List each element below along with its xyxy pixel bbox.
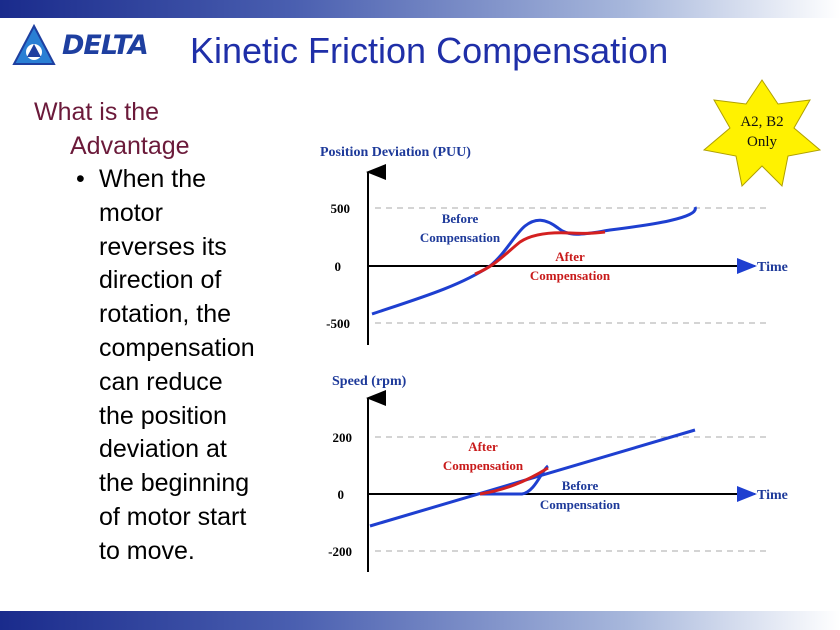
badge-line2: Only — [747, 134, 777, 150]
bullet-dot-icon: • — [76, 165, 85, 193]
chart1-title: Position Deviation (PUU) — [320, 145, 471, 160]
bullet-line: can reduce — [99, 367, 223, 396]
position-deviation-chart: Position Deviation (PUU) 500 0 -500 Time… — [320, 145, 788, 345]
chart1-before-label-line2: Compensation — [420, 230, 501, 245]
chart1-tick-label: 500 — [331, 201, 351, 216]
chart2-x-label: Time — [757, 488, 788, 503]
friction-compensation-charts: Position Deviation (PUU) 500 0 -500 Time… — [320, 145, 788, 572]
chart2-after-curve — [479, 466, 549, 496]
bullet-line: When the — [99, 165, 207, 193]
delta-triangle-icon — [12, 24, 56, 65]
bullet-line: motor — [99, 198, 163, 227]
a2-b2-only-badge: A2, B2 Only — [698, 78, 826, 190]
chart1-tick-label: -500 — [326, 316, 350, 331]
chart2-after-label-line2: Compensation — [443, 458, 524, 473]
bullet-line: reverses its — [99, 232, 227, 261]
point-heading-line2: Advantage — [70, 132, 190, 160]
logo-text: DELTA — [62, 30, 149, 61]
chart1-after-label-line1: After — [555, 249, 585, 264]
slide-title: Kinetic Friction Compensation — [190, 30, 669, 71]
point-heading-line1: What is the — [34, 98, 160, 126]
slide-body: What is the Advantage • When the motor r… — [34, 95, 304, 569]
top-gradient-bar — [0, 0, 840, 18]
chart2-tick-label: 200 — [333, 430, 353, 445]
chart2-before-label-line1: Before — [562, 478, 599, 493]
badge-line1: A2, B2 — [740, 114, 784, 130]
bullet-line: deviation at — [99, 435, 227, 464]
chart1-tick-label: 0 — [335, 259, 342, 274]
bullet-item: • When the motor reverses its direction … — [76, 163, 304, 569]
delta-logo: DELTA — [12, 24, 152, 70]
bullet-line: the position — [99, 401, 227, 430]
chart2-tick-label: -200 — [328, 544, 352, 559]
chart2-after-label-line1: After — [468, 439, 498, 454]
chart1-before-label-line1: Before — [442, 211, 479, 226]
speed-chart: Speed (rpm) 200 0 -200 Time After Compen… — [328, 374, 788, 572]
star-burst-icon — [702, 79, 822, 188]
chart1-x-label: Time — [757, 260, 788, 275]
bullet-line: compensation — [99, 333, 255, 362]
chart1-after-label-line2: Compensation — [530, 268, 611, 283]
chart2-before-label-line2: Compensation — [540, 497, 621, 512]
chart2-title: Speed (rpm) — [332, 374, 407, 389]
bullet-line: of motor start — [99, 502, 247, 531]
chart1-after-curve — [474, 230, 606, 276]
point-heading: What is the Advantage — [34, 95, 304, 163]
bullet-line: direction of — [99, 266, 222, 295]
bottom-gradient-bar — [0, 611, 840, 630]
bullet-line: rotation, the — [99, 300, 232, 329]
chart2-tick-label: 0 — [338, 487, 345, 502]
chart1-before-curve — [371, 206, 697, 316]
bullet-line: the beginning — [99, 469, 250, 498]
bullet-line: to move. — [99, 536, 195, 565]
